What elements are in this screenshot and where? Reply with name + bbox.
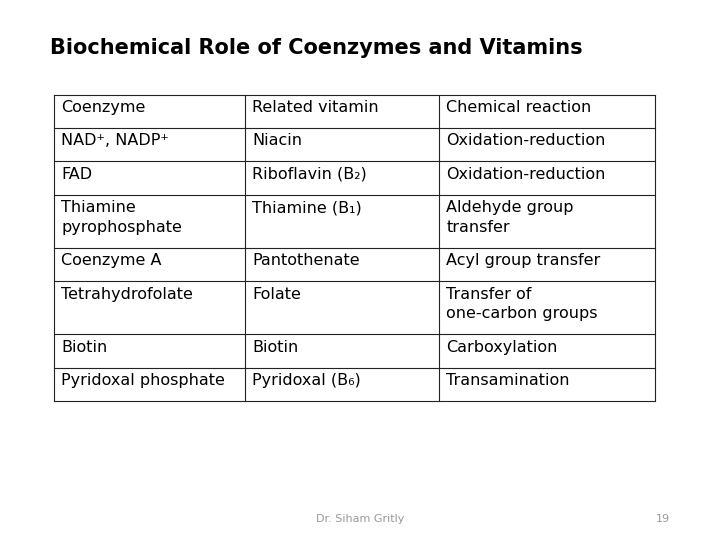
Text: Niacin: Niacin — [252, 133, 302, 148]
Text: Related vitamin: Related vitamin — [252, 100, 379, 115]
Text: Oxidation-reduction: Oxidation-reduction — [446, 133, 606, 148]
Text: Tetrahydrofolate: Tetrahydrofolate — [61, 287, 193, 302]
Text: Transamination: Transamination — [446, 373, 570, 388]
Text: Coenzyme A: Coenzyme A — [61, 253, 162, 268]
Text: Transfer of
one-carbon groups: Transfer of one-carbon groups — [446, 287, 598, 321]
Text: Pantothenate: Pantothenate — [252, 253, 359, 268]
Text: Coenzyme: Coenzyme — [61, 100, 145, 115]
Text: Biotin: Biotin — [252, 340, 298, 355]
Text: 19: 19 — [655, 515, 670, 524]
Text: Thiamine (B₁): Thiamine (B₁) — [252, 200, 361, 215]
Text: Biotin: Biotin — [61, 340, 107, 355]
Text: Aldehyde group
transfer: Aldehyde group transfer — [446, 200, 574, 234]
Text: Oxidation-reduction: Oxidation-reduction — [446, 167, 606, 182]
Text: Folate: Folate — [252, 287, 301, 302]
Text: FAD: FAD — [61, 167, 92, 182]
Text: Biochemical Role of Coenzymes and Vitamins: Biochemical Role of Coenzymes and Vitami… — [50, 38, 583, 58]
Text: Chemical reaction: Chemical reaction — [446, 100, 592, 115]
Text: Carboxylation: Carboxylation — [446, 340, 558, 355]
Text: NAD⁺, NADP⁺: NAD⁺, NADP⁺ — [61, 133, 169, 148]
Text: Pyridoxal (B₆): Pyridoxal (B₆) — [252, 373, 361, 388]
Text: Thiamine
pyrophosphate: Thiamine pyrophosphate — [61, 200, 182, 234]
Text: Acyl group transfer: Acyl group transfer — [446, 253, 600, 268]
Text: Pyridoxal phosphate: Pyridoxal phosphate — [61, 373, 225, 388]
Text: Dr. Siham Gritly: Dr. Siham Gritly — [316, 515, 404, 524]
Text: Riboflavin (B₂): Riboflavin (B₂) — [252, 167, 366, 182]
